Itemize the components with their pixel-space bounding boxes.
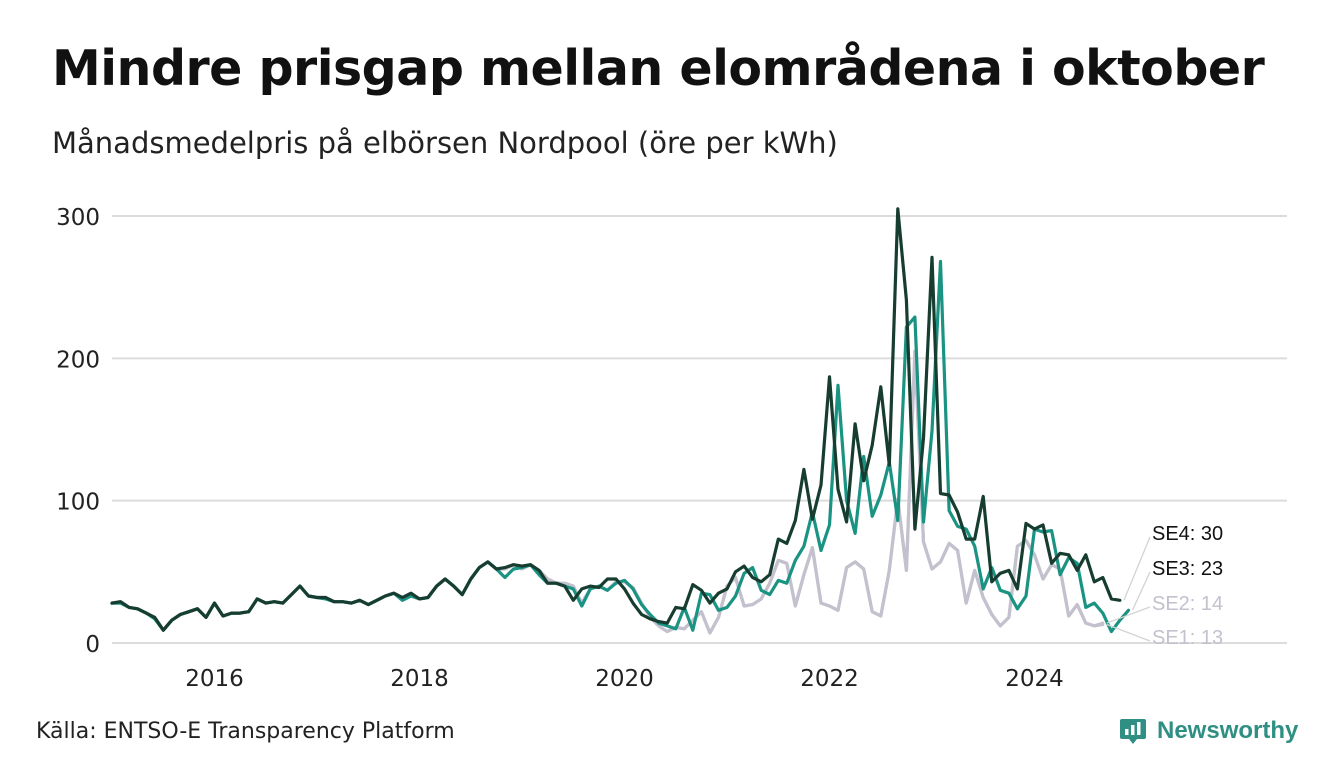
series-end-label-se4: SE4: 30	[1152, 523, 1223, 545]
series-end-label-se2: SE2: 14	[1152, 593, 1223, 615]
x-tick-label: 2022	[800, 666, 859, 692]
x-tick-label: 2024	[1005, 666, 1064, 692]
y-tick-label: 100	[56, 490, 100, 516]
y-tick-label: 300	[56, 205, 100, 231]
leader-line-se2	[1106, 606, 1151, 624]
x-tick-label: 2016	[185, 666, 244, 692]
series-lines	[110, 207, 1131, 635]
x-axis-tick-labels: 2016 2018 2020 2022 2024	[185, 666, 1064, 692]
x-tick-label: 2018	[390, 666, 449, 692]
series-end-labels: SE1: 13 SE2: 14 SE3: 23 SE4: 30	[1106, 523, 1223, 649]
brand-name: Newsworthy	[1157, 717, 1299, 744]
newsworthy-logo-icon	[1120, 719, 1146, 744]
leader-line-se4	[1123, 536, 1151, 601]
leader-line-se1	[1106, 623, 1151, 642]
source-note: Källa: ENTSO-E Transparency Platform	[36, 719, 455, 744]
y-tick-label: 200	[56, 347, 100, 373]
series-line-se4	[110, 207, 1122, 632]
series-end-label-se3: SE3: 23	[1152, 558, 1223, 580]
y-tick-label: 0	[85, 632, 100, 658]
brand-logo[interactable]: Newsworthy	[1118, 714, 1298, 748]
chart-title: Mindre prisgap mellan elområdena i oktob…	[52, 40, 1265, 97]
y-axis-tick-labels: 0 100 200 300	[56, 205, 100, 658]
gridlines	[112, 215, 1287, 644]
x-tick-label: 2020	[595, 666, 654, 692]
chart-subtitle: Månadsmedelpris på elbörsen Nordpool (ör…	[52, 126, 838, 160]
leader-line-se3	[1131, 571, 1151, 611]
series-end-label-se1: SE1: 13	[1152, 627, 1223, 649]
